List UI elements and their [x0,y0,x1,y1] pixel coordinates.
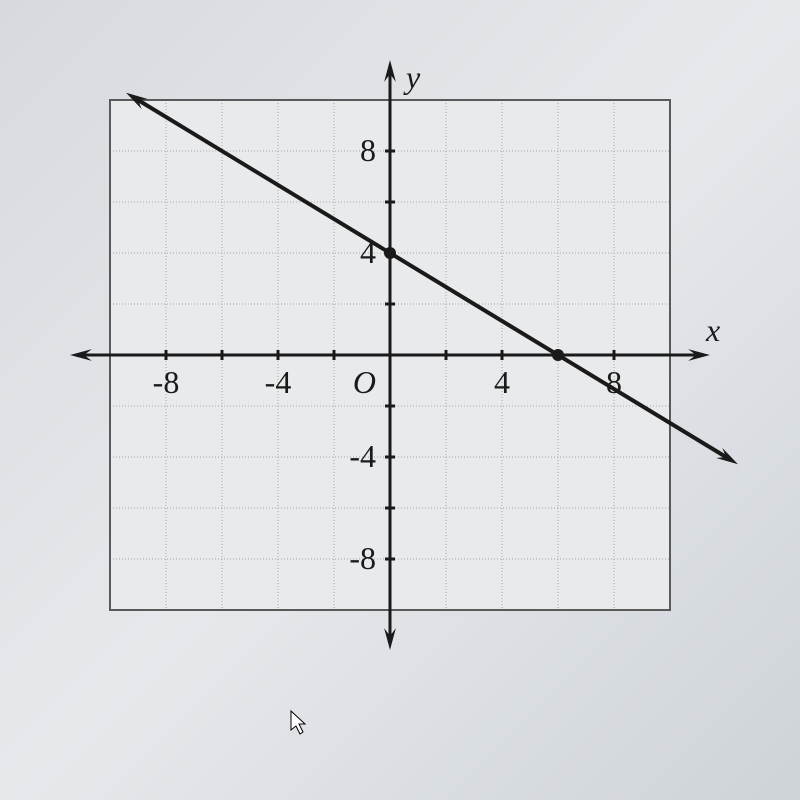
svg-text:-4: -4 [349,438,376,474]
coordinate-plane-chart: -8-44884-4-8Oxy [60,60,740,680]
svg-text:y: y [403,60,421,95]
svg-text:4: 4 [494,364,510,400]
mouse-cursor-icon [290,710,308,736]
svg-text:8: 8 [360,132,376,168]
svg-text:-8: -8 [153,364,180,400]
svg-text:-4: -4 [265,364,292,400]
svg-text:x: x [705,312,720,348]
svg-text:O: O [353,364,376,400]
svg-text:-8: -8 [349,540,376,576]
